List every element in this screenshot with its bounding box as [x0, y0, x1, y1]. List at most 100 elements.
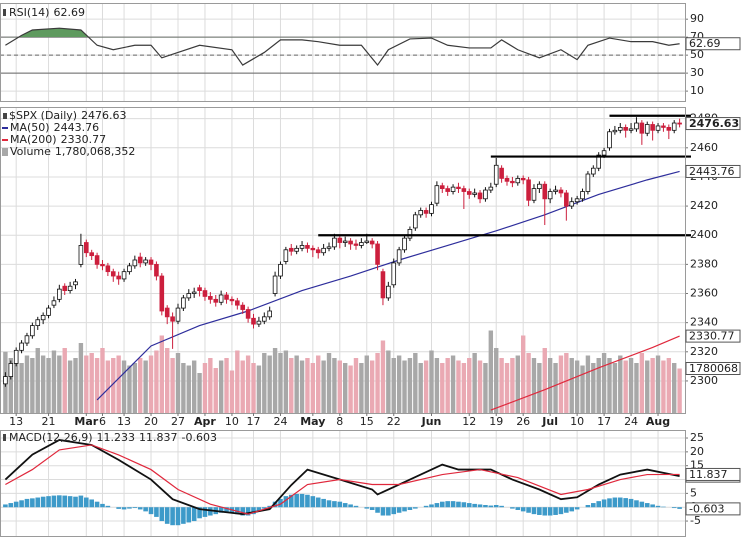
x-tick-label: 8	[336, 415, 343, 428]
volume-bar	[283, 350, 289, 413]
histogram-bar	[553, 507, 558, 515]
x-tick-label: 19	[489, 415, 503, 428]
histogram-bar	[671, 507, 677, 509]
candle-body	[181, 297, 186, 309]
candle-body	[391, 262, 397, 286]
histogram-bar	[547, 507, 553, 516]
volume-bar	[596, 358, 601, 413]
volume-bar	[650, 358, 655, 413]
volume-bar	[359, 363, 364, 413]
y-tick-label: 2400	[690, 228, 718, 241]
histogram-bar	[628, 498, 634, 508]
histogram-bar	[445, 501, 450, 508]
candle-body	[596, 154, 602, 169]
candle-body	[429, 204, 434, 214]
candle-body	[342, 240, 348, 243]
price-last-value-box	[685, 117, 741, 131]
volume-last-value-box	[685, 361, 741, 375]
volume-bar	[229, 370, 235, 413]
volume-bar	[569, 358, 574, 413]
candle-body	[57, 288, 62, 300]
volume-bar	[488, 330, 494, 413]
histogram-bar	[537, 507, 542, 515]
volume-bar	[612, 363, 618, 413]
volume-bar	[531, 358, 537, 413]
candle-body	[67, 285, 73, 292]
candle-body	[35, 319, 41, 326]
histogram-bar	[515, 507, 521, 510]
histogram-bar	[240, 507, 246, 516]
histogram-bar	[197, 507, 202, 519]
histogram-bar	[617, 497, 623, 508]
volume-bar	[628, 358, 634, 413]
volume-bar	[191, 360, 197, 413]
histogram-bar	[78, 495, 84, 508]
histogram-bar	[644, 503, 650, 508]
candle-body	[466, 191, 472, 195]
histogram-bar	[251, 507, 256, 515]
histogram-bar	[391, 507, 397, 515]
x-tick-label: 6	[99, 415, 106, 428]
volume-bar	[332, 358, 337, 413]
y-tick-label: 50	[690, 48, 704, 61]
candle-body	[132, 259, 138, 267]
panel-background	[0, 3, 686, 102]
x-tick-label: 20	[144, 415, 158, 428]
histogram-last-value-box	[685, 502, 741, 516]
candle-body	[154, 263, 159, 277]
volume-bar	[251, 363, 256, 413]
candle-body	[8, 363, 14, 377]
candle-body	[110, 271, 116, 277]
histogram-bar	[83, 497, 89, 508]
volume-bar	[353, 358, 359, 413]
histogram-bar	[46, 496, 51, 508]
candle-body	[19, 342, 24, 351]
volume-bar	[35, 348, 40, 413]
histogram-bar	[634, 500, 639, 508]
x-tick-label: 17	[597, 415, 611, 428]
legend-value: 11.233	[97, 431, 136, 444]
volume-bar	[477, 360, 483, 413]
candle-body	[235, 300, 240, 306]
volume-bar	[321, 360, 326, 413]
volume-bar	[46, 358, 51, 413]
volume-bar	[553, 363, 558, 413]
volume-bar	[62, 348, 67, 413]
candle-body	[353, 243, 359, 246]
histogram-bar	[202, 507, 208, 517]
histogram-bar	[607, 498, 612, 508]
histogram-bar	[574, 507, 580, 510]
volume-bar	[105, 360, 111, 413]
volume-bar	[111, 358, 116, 413]
candle-body	[450, 186, 456, 192]
volume-bar	[256, 365, 262, 413]
volume-bar	[89, 353, 94, 413]
panel-background	[0, 430, 686, 537]
legend-title: $SPX (Daily)	[9, 109, 77, 122]
candle-body	[607, 131, 612, 149]
histogram-bar	[342, 503, 348, 508]
candle-body	[526, 179, 531, 201]
histogram-bar	[375, 507, 380, 513]
legend-value: 2330.77	[61, 133, 107, 146]
volume-bar	[84, 355, 89, 413]
volume-bar	[386, 350, 391, 413]
legend-value: 62.69	[53, 6, 85, 19]
candle-body	[628, 128, 634, 131]
x-tick-label: Apr	[194, 415, 216, 428]
histogram-bar	[332, 501, 337, 508]
volume-bar	[672, 363, 677, 413]
volume-bar	[127, 365, 132, 413]
volume-bar	[526, 353, 531, 413]
candle-body	[197, 287, 202, 291]
volume-bar	[574, 360, 580, 413]
histogram-bar	[305, 494, 310, 508]
candle-body	[569, 201, 575, 207]
volume-bar	[639, 353, 645, 413]
candle-body	[24, 335, 30, 344]
volume-bar	[78, 343, 84, 413]
candle-body	[644, 124, 650, 134]
candle-body	[213, 298, 219, 303]
candle-body	[143, 259, 148, 264]
volume-bar	[499, 358, 504, 413]
